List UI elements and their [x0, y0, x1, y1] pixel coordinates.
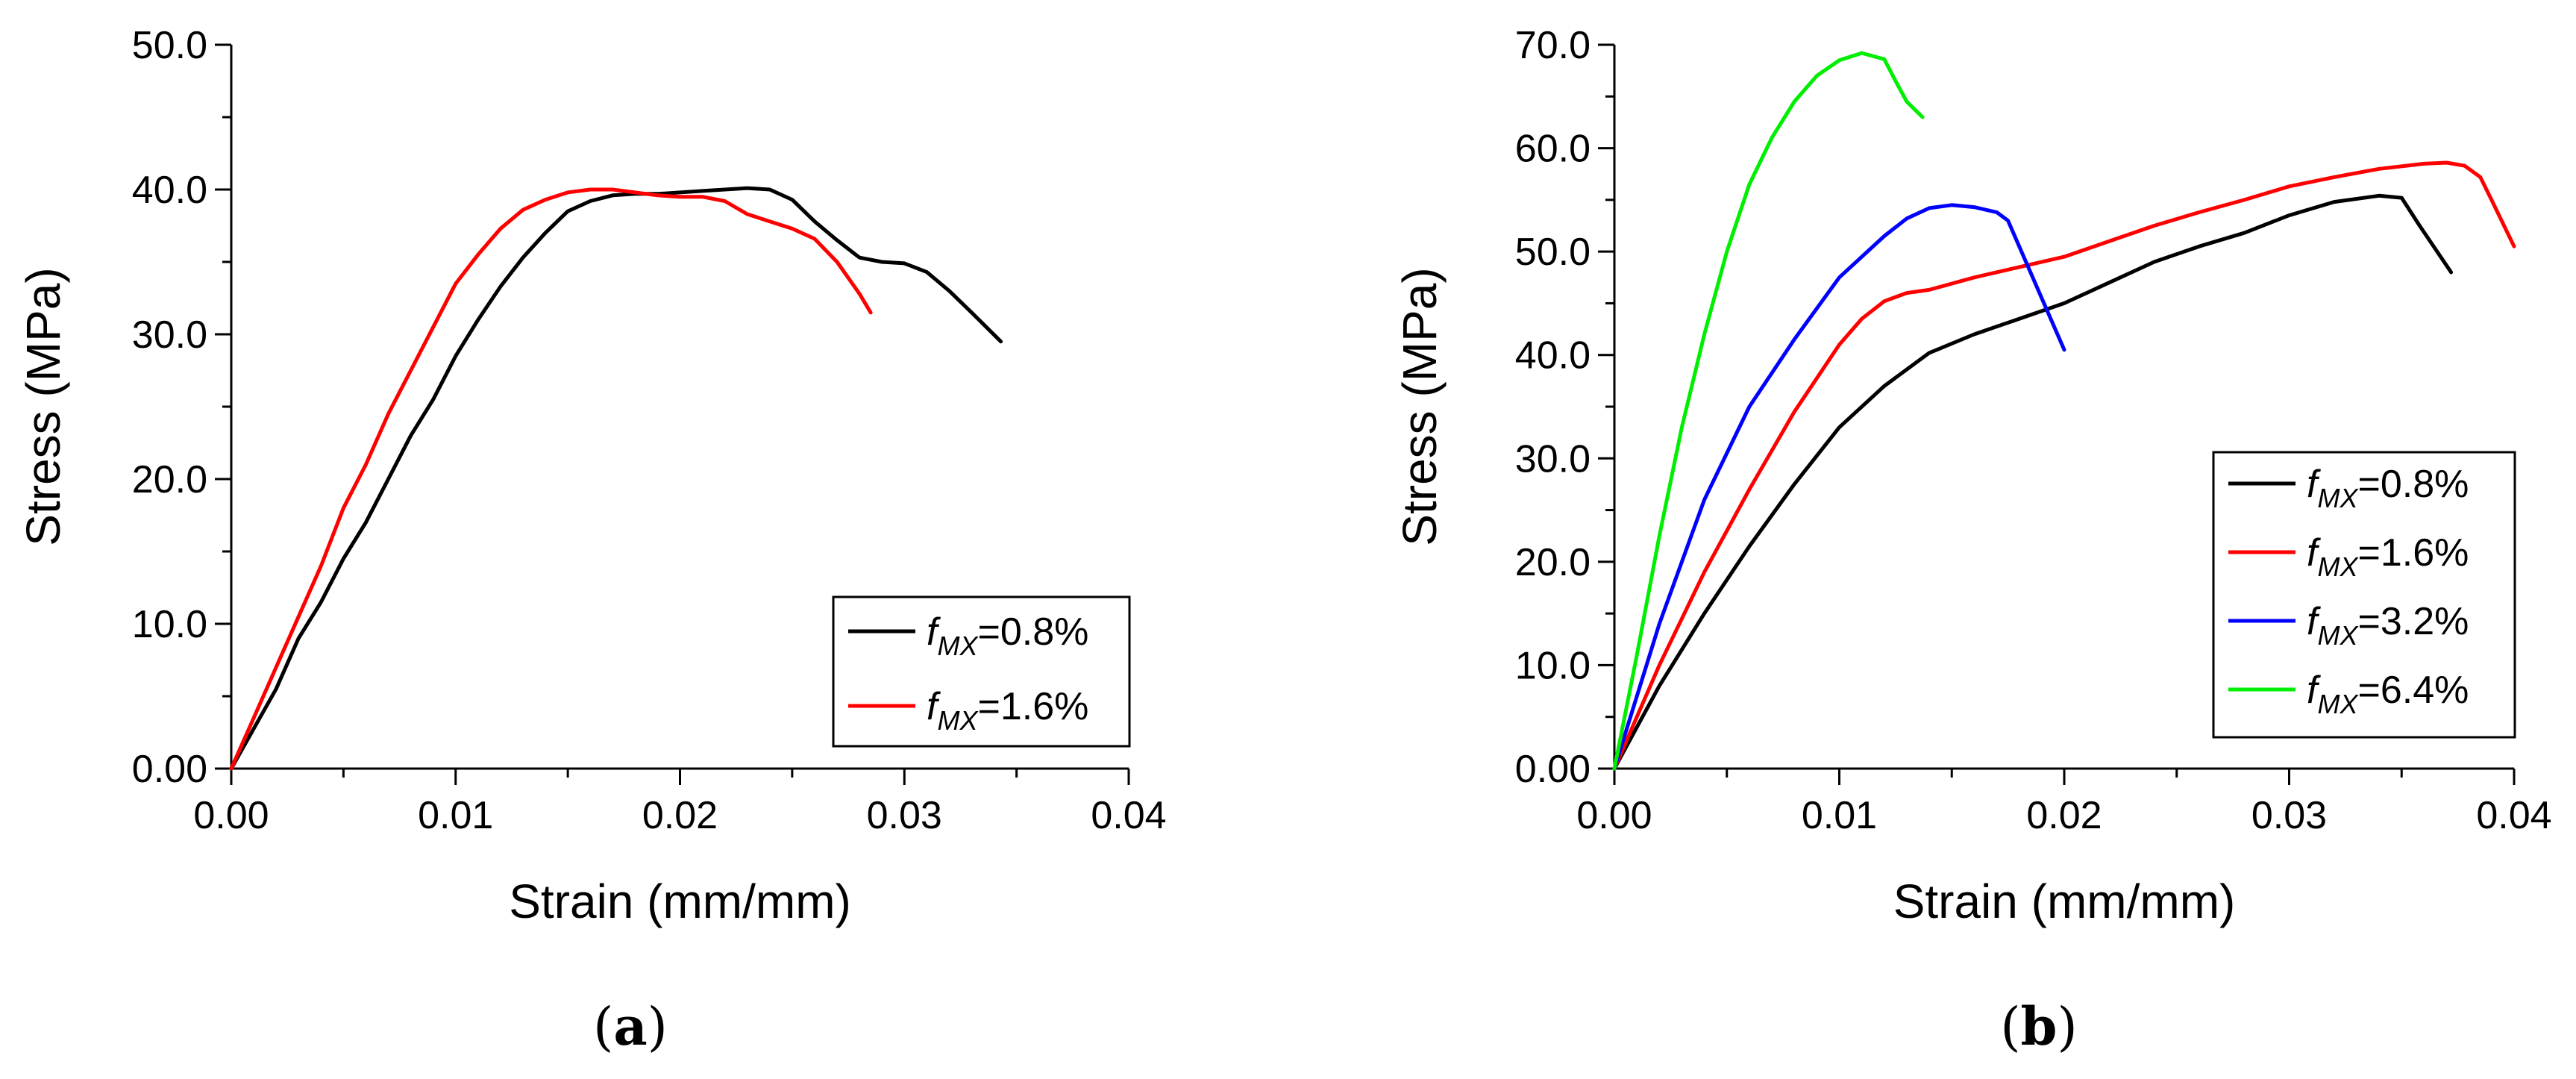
panel-label: (a) — [593, 995, 668, 1057]
legend-label: fMX=3.2% — [2307, 600, 2469, 651]
y-axis-title: Stress (MPa) — [16, 267, 70, 545]
legend-label-prefix: f — [927, 685, 941, 728]
legend-label-subscript: MX — [937, 631, 979, 661]
x-tick-label: 0.01 — [418, 794, 493, 837]
legend-label-prefix: f — [927, 610, 941, 654]
panel-label-close: ) — [648, 996, 668, 1057]
legend-label-suffix: =3.2% — [2357, 600, 2469, 643]
series-line — [229, 186, 1003, 771]
x-tick-label: 0.02 — [2026, 794, 2102, 837]
legend-label-prefix: f — [2307, 531, 2321, 575]
series-line — [1612, 51, 1925, 771]
y-tick-label: 30.0 — [132, 313, 207, 357]
y-tick-label: 20.0 — [132, 458, 207, 501]
legend-label-suffix: =0.8% — [2357, 463, 2469, 506]
legend-label: fMX=1.6% — [927, 685, 1088, 736]
series-line — [1612, 160, 2516, 771]
y-tick-label: 0.00 — [132, 748, 207, 791]
legend-label-suffix: =0.8% — [977, 610, 1088, 654]
legend-box — [832, 595, 1131, 748]
panel-label-open: ( — [2000, 996, 2020, 1057]
legend-label: fMX=0.8% — [2307, 463, 2469, 513]
panel-label-letter: a — [613, 995, 647, 1057]
series-line — [1612, 203, 2066, 771]
panel-b: 0.00 10.0 20.0 30.0 40.0 50.0 60.0 70.0 0.00 0.01… — [1393, 24, 2552, 1057]
x-tick-label: 0.04 — [1091, 794, 1166, 837]
x-tick-label: 0.02 — [642, 794, 718, 837]
legend-label-suffix: =1.6% — [2357, 531, 2469, 575]
x-tick-label: 0.00 — [193, 794, 269, 837]
legend-label-prefix: f — [2307, 600, 2321, 643]
y-tick-label: 50.0 — [1515, 231, 1591, 274]
legend-label-suffix: =1.6% — [977, 685, 1088, 728]
x-axis-title: Strain (mm/mm) — [1893, 875, 2236, 928]
legend-label-subscript: MX — [2317, 551, 2359, 582]
series-line — [229, 187, 873, 771]
y-tick-label: 70.0 — [1515, 24, 1591, 67]
legend-label-prefix: f — [2307, 669, 2321, 712]
legend-label: fMX=0.8% — [927, 610, 1088, 661]
y-tick-label: 20.0 — [1515, 541, 1591, 584]
legend-label-subscript: MX — [2317, 689, 2359, 719]
x-tick-label: 0.03 — [867, 794, 942, 837]
x-axis-title: Strain (mm/mm) — [509, 875, 851, 928]
x-tick-label: 0.04 — [2476, 794, 2551, 837]
y-tick-label: 0.00 — [1515, 748, 1591, 791]
legend-label-subscript: MX — [2317, 620, 2359, 651]
legend-label-suffix: =6.4% — [2357, 669, 2469, 712]
panel-a: 0.00 10.0 20.0 30.0 40.0 50.0 0.00 0.01 0.02 0.03… — [16, 24, 1167, 1057]
panel-label-close: ) — [2057, 996, 2077, 1057]
x-tick-label: 0.00 — [1576, 794, 1652, 837]
panel-label: (b) — [2000, 995, 2078, 1057]
y-tick-label: 30.0 — [1515, 437, 1591, 481]
y-tick-label: 40.0 — [132, 169, 207, 212]
y-tick-label: 50.0 — [132, 24, 207, 67]
panel-label-open: ( — [593, 996, 613, 1057]
y-axis-title: Stress (MPa) — [1393, 267, 1447, 545]
y-tick-label: 60.0 — [1515, 128, 1591, 171]
panel-label-letter: b — [2021, 995, 2058, 1057]
legend-label: fMX=6.4% — [2307, 669, 2469, 719]
legend-label-prefix: f — [2307, 463, 2321, 506]
x-tick-label: 0.03 — [2251, 794, 2327, 837]
legend-label-subscript: MX — [2317, 483, 2359, 513]
y-tick-label: 10.0 — [1515, 644, 1591, 687]
legend-label-subscript: MX — [937, 705, 979, 736]
y-tick-label: 10.0 — [132, 603, 207, 646]
y-tick-label: 40.0 — [1515, 334, 1591, 378]
series-line — [1612, 193, 2454, 771]
legend-label: fMX=1.6% — [2307, 531, 2469, 582]
x-tick-label: 0.01 — [1802, 794, 1877, 837]
